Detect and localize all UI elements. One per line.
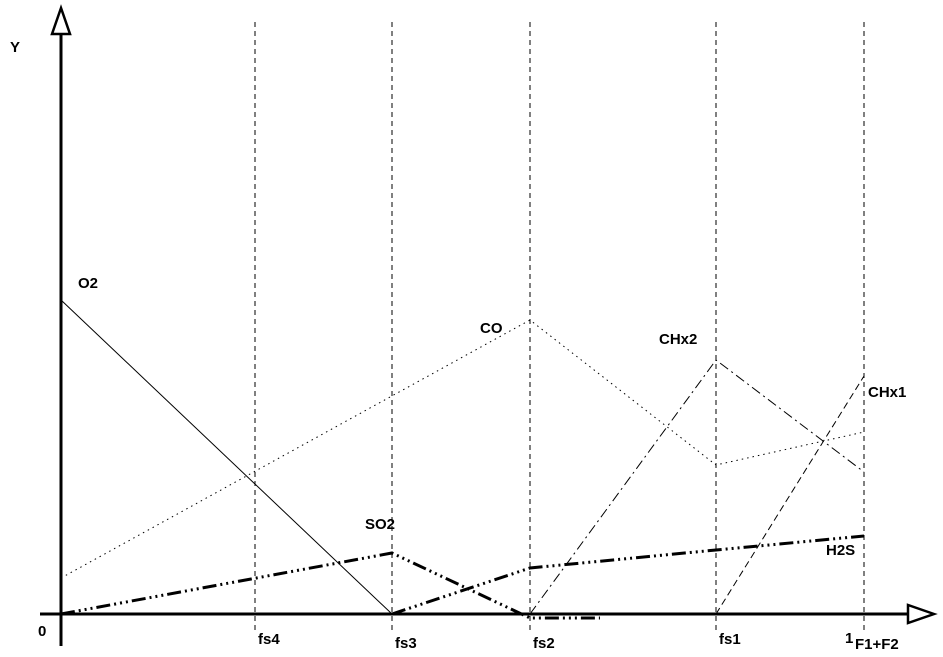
- chx1-curve: [715, 375, 865, 615]
- tick-label-one: 1: [845, 630, 853, 647]
- co-curve: [60, 319, 865, 579]
- x-axis-arrow: [906, 603, 938, 625]
- so2-curve: [60, 551, 600, 620]
- tick-label-fs2: fs2: [533, 635, 555, 652]
- tick-label-fs4: fs4: [258, 631, 280, 648]
- tick-label-fs3: fs3: [395, 635, 417, 652]
- origin-label: 0: [38, 623, 46, 640]
- curve-label-co: CO: [480, 320, 503, 337]
- vertical-guides: [254, 22, 865, 630]
- y-axis-label: Y: [10, 39, 20, 56]
- curve-label-chx2: CHx2: [659, 331, 697, 348]
- h2s-curve: [391, 534, 865, 616]
- chx2-curve: [529, 359, 865, 615]
- o2-curve: [60, 299, 393, 615]
- tick-label-fs1: fs1: [719, 631, 741, 648]
- x-axis-label: F1+F2: [855, 636, 899, 653]
- curve-label-chx1: CHx1: [868, 384, 906, 401]
- y-axis-arrow: [50, 4, 72, 36]
- curve-label-h2s: H2S: [826, 542, 855, 559]
- curve-label-so2: SO2: [365, 516, 395, 533]
- curve-label-o2: O2: [78, 275, 98, 292]
